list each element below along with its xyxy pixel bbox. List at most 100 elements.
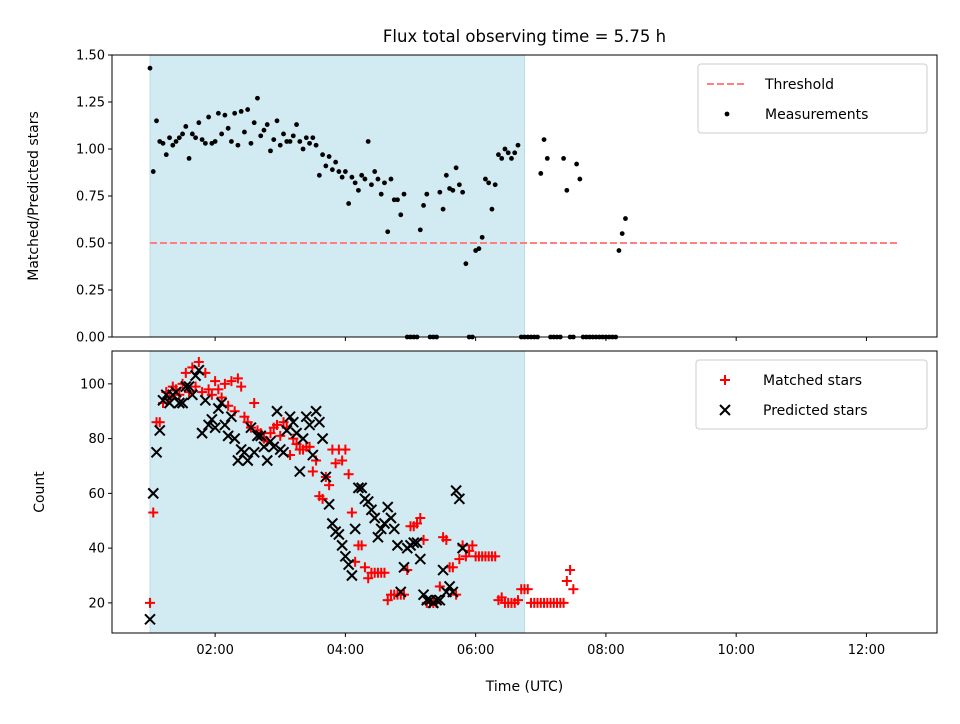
- measurement-point: [421, 203, 426, 208]
- measurement-point: [362, 176, 368, 182]
- y-tick-label: 100: [80, 377, 105, 392]
- measurement-point: [235, 142, 241, 148]
- predicted-star-point: [408, 536, 420, 549]
- measurement-point: [356, 187, 361, 193]
- measurement-point: [486, 180, 492, 186]
- measurement-point: [339, 174, 345, 180]
- x-stroke: [222, 430, 234, 442]
- x-stroke: [219, 419, 231, 431]
- x-stroke: [287, 416, 299, 428]
- measurement-point: [287, 139, 293, 144]
- predicted-star-point: [342, 558, 355, 571]
- measurement-point: [496, 152, 501, 158]
- matched-star-point: [275, 430, 286, 441]
- predicted-star-point: [398, 561, 410, 573]
- matched-star-point: [363, 573, 374, 584]
- measurement-point: [183, 124, 189, 129]
- predicted-star-point: [173, 397, 186, 409]
- matched-star-point: [144, 597, 155, 608]
- legend-x-mark: [719, 404, 731, 416]
- measurement-point: [375, 176, 381, 182]
- matched-star-point: [272, 419, 282, 430]
- measurement-point: [238, 109, 244, 114]
- matched-star-point: [359, 562, 370, 573]
- predicted-stars-points: [144, 364, 469, 626]
- measurement-point: [222, 112, 228, 118]
- predicted-star-point: [447, 586, 459, 598]
- x-tick-label: 10:00: [717, 643, 754, 658]
- x-stroke: [417, 588, 430, 601]
- predicted-star-point: [144, 613, 156, 626]
- legend-predicted-label: Predicted stars: [763, 403, 868, 419]
- x-stroke: [320, 471, 332, 483]
- predicted-star-point: [238, 446, 251, 459]
- measurement-point: [440, 206, 446, 212]
- predicted-star-point: [228, 432, 241, 445]
- y-tick-label: 0.75: [76, 190, 105, 205]
- predicted-star-point: [382, 501, 394, 513]
- matched-star-point: [454, 554, 465, 565]
- predicted-star-point: [411, 536, 423, 549]
- matched-star-point: [330, 458, 341, 469]
- observing-span-shade: [149, 350, 526, 634]
- measurement-point: [398, 212, 404, 218]
- x-stroke: [186, 389, 199, 401]
- x-stroke: [173, 397, 186, 409]
- predicted-star-point: [385, 512, 397, 524]
- predicted-star-point: [222, 430, 234, 442]
- predicted-star-point: [310, 405, 322, 417]
- x-tick-label: 08:00: [587, 643, 624, 658]
- y-tick-label: 80: [88, 432, 105, 447]
- predicted-star-point: [264, 435, 277, 448]
- predicted-star-point: [297, 432, 309, 445]
- matched-star-point: [434, 581, 445, 592]
- measurement-point: [206, 114, 212, 120]
- x-tick-label: 04:00: [327, 643, 364, 658]
- x-stroke: [450, 484, 462, 497]
- matched-star-point: [249, 398, 260, 409]
- matched-star-point: [512, 595, 523, 606]
- legend-plus-mark: [720, 375, 730, 385]
- matched-star-point: [565, 565, 576, 576]
- x-stroke: [310, 405, 322, 417]
- measurement-point: [271, 137, 277, 143]
- x-tick-label: 02:00: [196, 643, 233, 658]
- measurement-point: [437, 189, 443, 195]
- measurement-point: [180, 131, 185, 137]
- predicted-star-point: [215, 397, 228, 409]
- panel-count: 20 40 60 80 100 02:00 04:00 06:00 08:00 10:00 12:…: [32, 350, 938, 695]
- measurement-point: [346, 201, 352, 206]
- x-stroke: [261, 454, 273, 467]
- predicted-star-point: [248, 446, 260, 459]
- measurement-point: [320, 152, 325, 158]
- x-stroke: [365, 504, 378, 516]
- matched-star-point: [415, 513, 426, 524]
- x-stroke: [395, 586, 407, 598]
- predicted-star-point: [225, 411, 238, 423]
- measurement-point: [163, 152, 169, 158]
- predicted-star-point: [271, 405, 283, 417]
- matched-star-point: [561, 575, 572, 586]
- measurement-point: [424, 191, 430, 197]
- measurement-point: [277, 142, 283, 148]
- measurement-point: [369, 182, 374, 188]
- predicted-star-point: [333, 528, 345, 541]
- matched-star-point: [148, 507, 159, 518]
- count-axes-frame: [111, 350, 938, 634]
- predicted-star-point: [284, 411, 296, 423]
- measurement-point: [333, 159, 339, 165]
- measurement-point: [199, 137, 205, 143]
- x-stroke: [456, 542, 469, 554]
- measurement-point: [323, 163, 329, 169]
- measurement-point: [248, 140, 254, 146]
- matched-star-point: [490, 551, 501, 562]
- predicted-star-point: [268, 441, 280, 453]
- measurement-point: [388, 176, 394, 182]
- x-stroke: [147, 487, 159, 500]
- measurement-point: [352, 180, 358, 186]
- predicted-star-point: [281, 424, 293, 437]
- predicted-star-point: [391, 539, 404, 552]
- matched-star-point: [216, 392, 227, 403]
- x-stroke: [342, 558, 355, 571]
- predicted-star-point: [150, 446, 163, 459]
